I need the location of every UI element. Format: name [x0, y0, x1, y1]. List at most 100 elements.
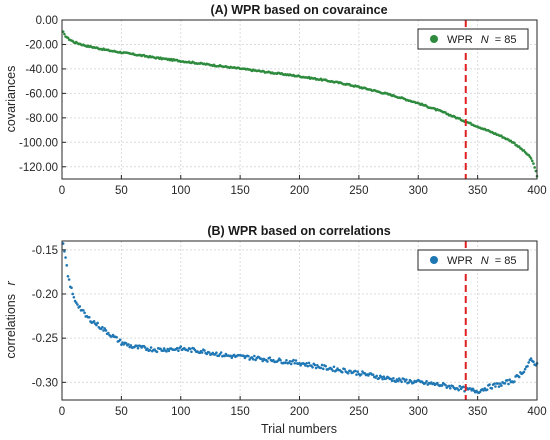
- panel-a-legend-n-value: = 85: [495, 34, 517, 46]
- data-point: [324, 364, 327, 368]
- data-point: [190, 350, 193, 354]
- data-point: [506, 378, 509, 382]
- data-point: [219, 351, 223, 354]
- data-point: [529, 157, 533, 160]
- data-point: [320, 363, 324, 367]
- data-point: [534, 169, 538, 173]
- data-point: [293, 362, 297, 365]
- data-point: [175, 346, 179, 350]
- data-point: [71, 292, 74, 296]
- data-point: [103, 327, 107, 330]
- data-point: [155, 350, 159, 354]
- data-point: [149, 346, 153, 349]
- data-point: [279, 358, 282, 362]
- panel-b-legend-text: WPR N = 85: [447, 255, 516, 267]
- x-tick-label: 0: [59, 406, 65, 418]
- data-point: [462, 385, 465, 389]
- panel-a-legend: WPR N = 85: [417, 28, 529, 50]
- data-point: [343, 367, 346, 371]
- data-point: [305, 361, 308, 365]
- data-point: [66, 36, 70, 40]
- data-point: [498, 382, 502, 385]
- x-tick-label: 350: [468, 406, 487, 418]
- x-tick-label: 50: [115, 185, 128, 197]
- data-point: [242, 354, 245, 358]
- x-tick-label: 150: [231, 406, 250, 418]
- data-point: [92, 320, 96, 323]
- data-point: [179, 345, 183, 348]
- data-point: [63, 32, 66, 36]
- data-point: [76, 303, 79, 306]
- data-point: [382, 375, 386, 379]
- x-tick-label: 250: [349, 185, 368, 197]
- data-point: [313, 363, 317, 367]
- panel-b-y-label-text: correlations: [4, 294, 18, 359]
- data-point: [83, 311, 86, 315]
- data-point: [500, 384, 503, 387]
- y-tick-label: -40.00: [25, 64, 58, 76]
- data-point: [148, 348, 152, 352]
- data-point: [82, 309, 85, 312]
- data-point: [533, 166, 536, 169]
- data-point: [250, 356, 254, 359]
- y-tick-label: -80.00: [25, 113, 58, 125]
- data-point: [88, 315, 91, 319]
- data-point: [425, 379, 428, 383]
- data-point: [188, 347, 192, 351]
- y-tick-label: -120.00: [19, 162, 58, 174]
- data-point: [135, 344, 139, 348]
- data-point: [223, 354, 226, 358]
- data-point: [314, 366, 318, 370]
- data-point: [532, 162, 535, 165]
- data-point: [532, 360, 535, 364]
- data-point: [526, 364, 529, 368]
- data-point: [449, 387, 452, 390]
- x-tick-label: 400: [527, 406, 546, 418]
- data-point: [207, 351, 211, 354]
- data-point: [143, 346, 147, 349]
- x-tick-label: 200: [290, 185, 309, 197]
- y-tick-label: -0.20: [32, 289, 58, 301]
- data-point: [285, 359, 288, 362]
- y-tick-label: -60.00: [25, 88, 58, 100]
- y-tick-label: -0.30: [32, 377, 58, 389]
- data-point: [120, 343, 123, 346]
- panel-a-legend-text: WPR N = 85: [447, 34, 516, 46]
- panel-a: 0 50 100 150 200 250 300 350 400 0.00 -20.00 -40.0…: [4, 3, 547, 197]
- data-point: [127, 343, 130, 346]
- x-tick-label: 100: [171, 406, 190, 418]
- data-point: [64, 256, 67, 259]
- panel-b-legend: WPR N = 85: [417, 249, 529, 271]
- data-point: [355, 373, 358, 376]
- data-point: [78, 305, 82, 308]
- panel-b-y-label-r: r: [4, 281, 18, 286]
- data-point: [523, 367, 527, 371]
- data-point: [494, 385, 497, 388]
- data-point: [409, 380, 413, 383]
- data-point: [177, 349, 180, 353]
- panel-b-y-label: correlations r: [4, 281, 18, 359]
- data-point: [118, 338, 122, 342]
- data-point: [517, 375, 521, 379]
- data-point: [294, 359, 298, 362]
- data-point: [377, 376, 381, 380]
- data-point: [482, 389, 485, 392]
- data-point: [496, 382, 500, 385]
- data-point: [321, 367, 325, 371]
- data-point: [375, 374, 378, 378]
- panel-b-legend-label: WPR: [447, 255, 473, 267]
- data-point: [492, 382, 496, 386]
- data-point: [485, 388, 489, 391]
- data-point: [215, 351, 218, 354]
- data-point: [522, 370, 526, 374]
- data-point: [247, 354, 250, 358]
- panel-b: 0 50 100 150 200 250 300 350 400 -0.15 -0.20 -0.25…: [4, 224, 547, 436]
- data-point: [457, 388, 460, 392]
- x-tick-label: 150: [231, 185, 250, 197]
- data-point: [115, 335, 118, 339]
- data-point: [497, 385, 501, 388]
- data-point: [307, 361, 311, 365]
- y-tick-label: 0.00: [36, 15, 58, 27]
- data-point: [331, 369, 335, 372]
- panel-b-y-ticks: -0.15 -0.20 -0.25 -0.30: [32, 245, 66, 389]
